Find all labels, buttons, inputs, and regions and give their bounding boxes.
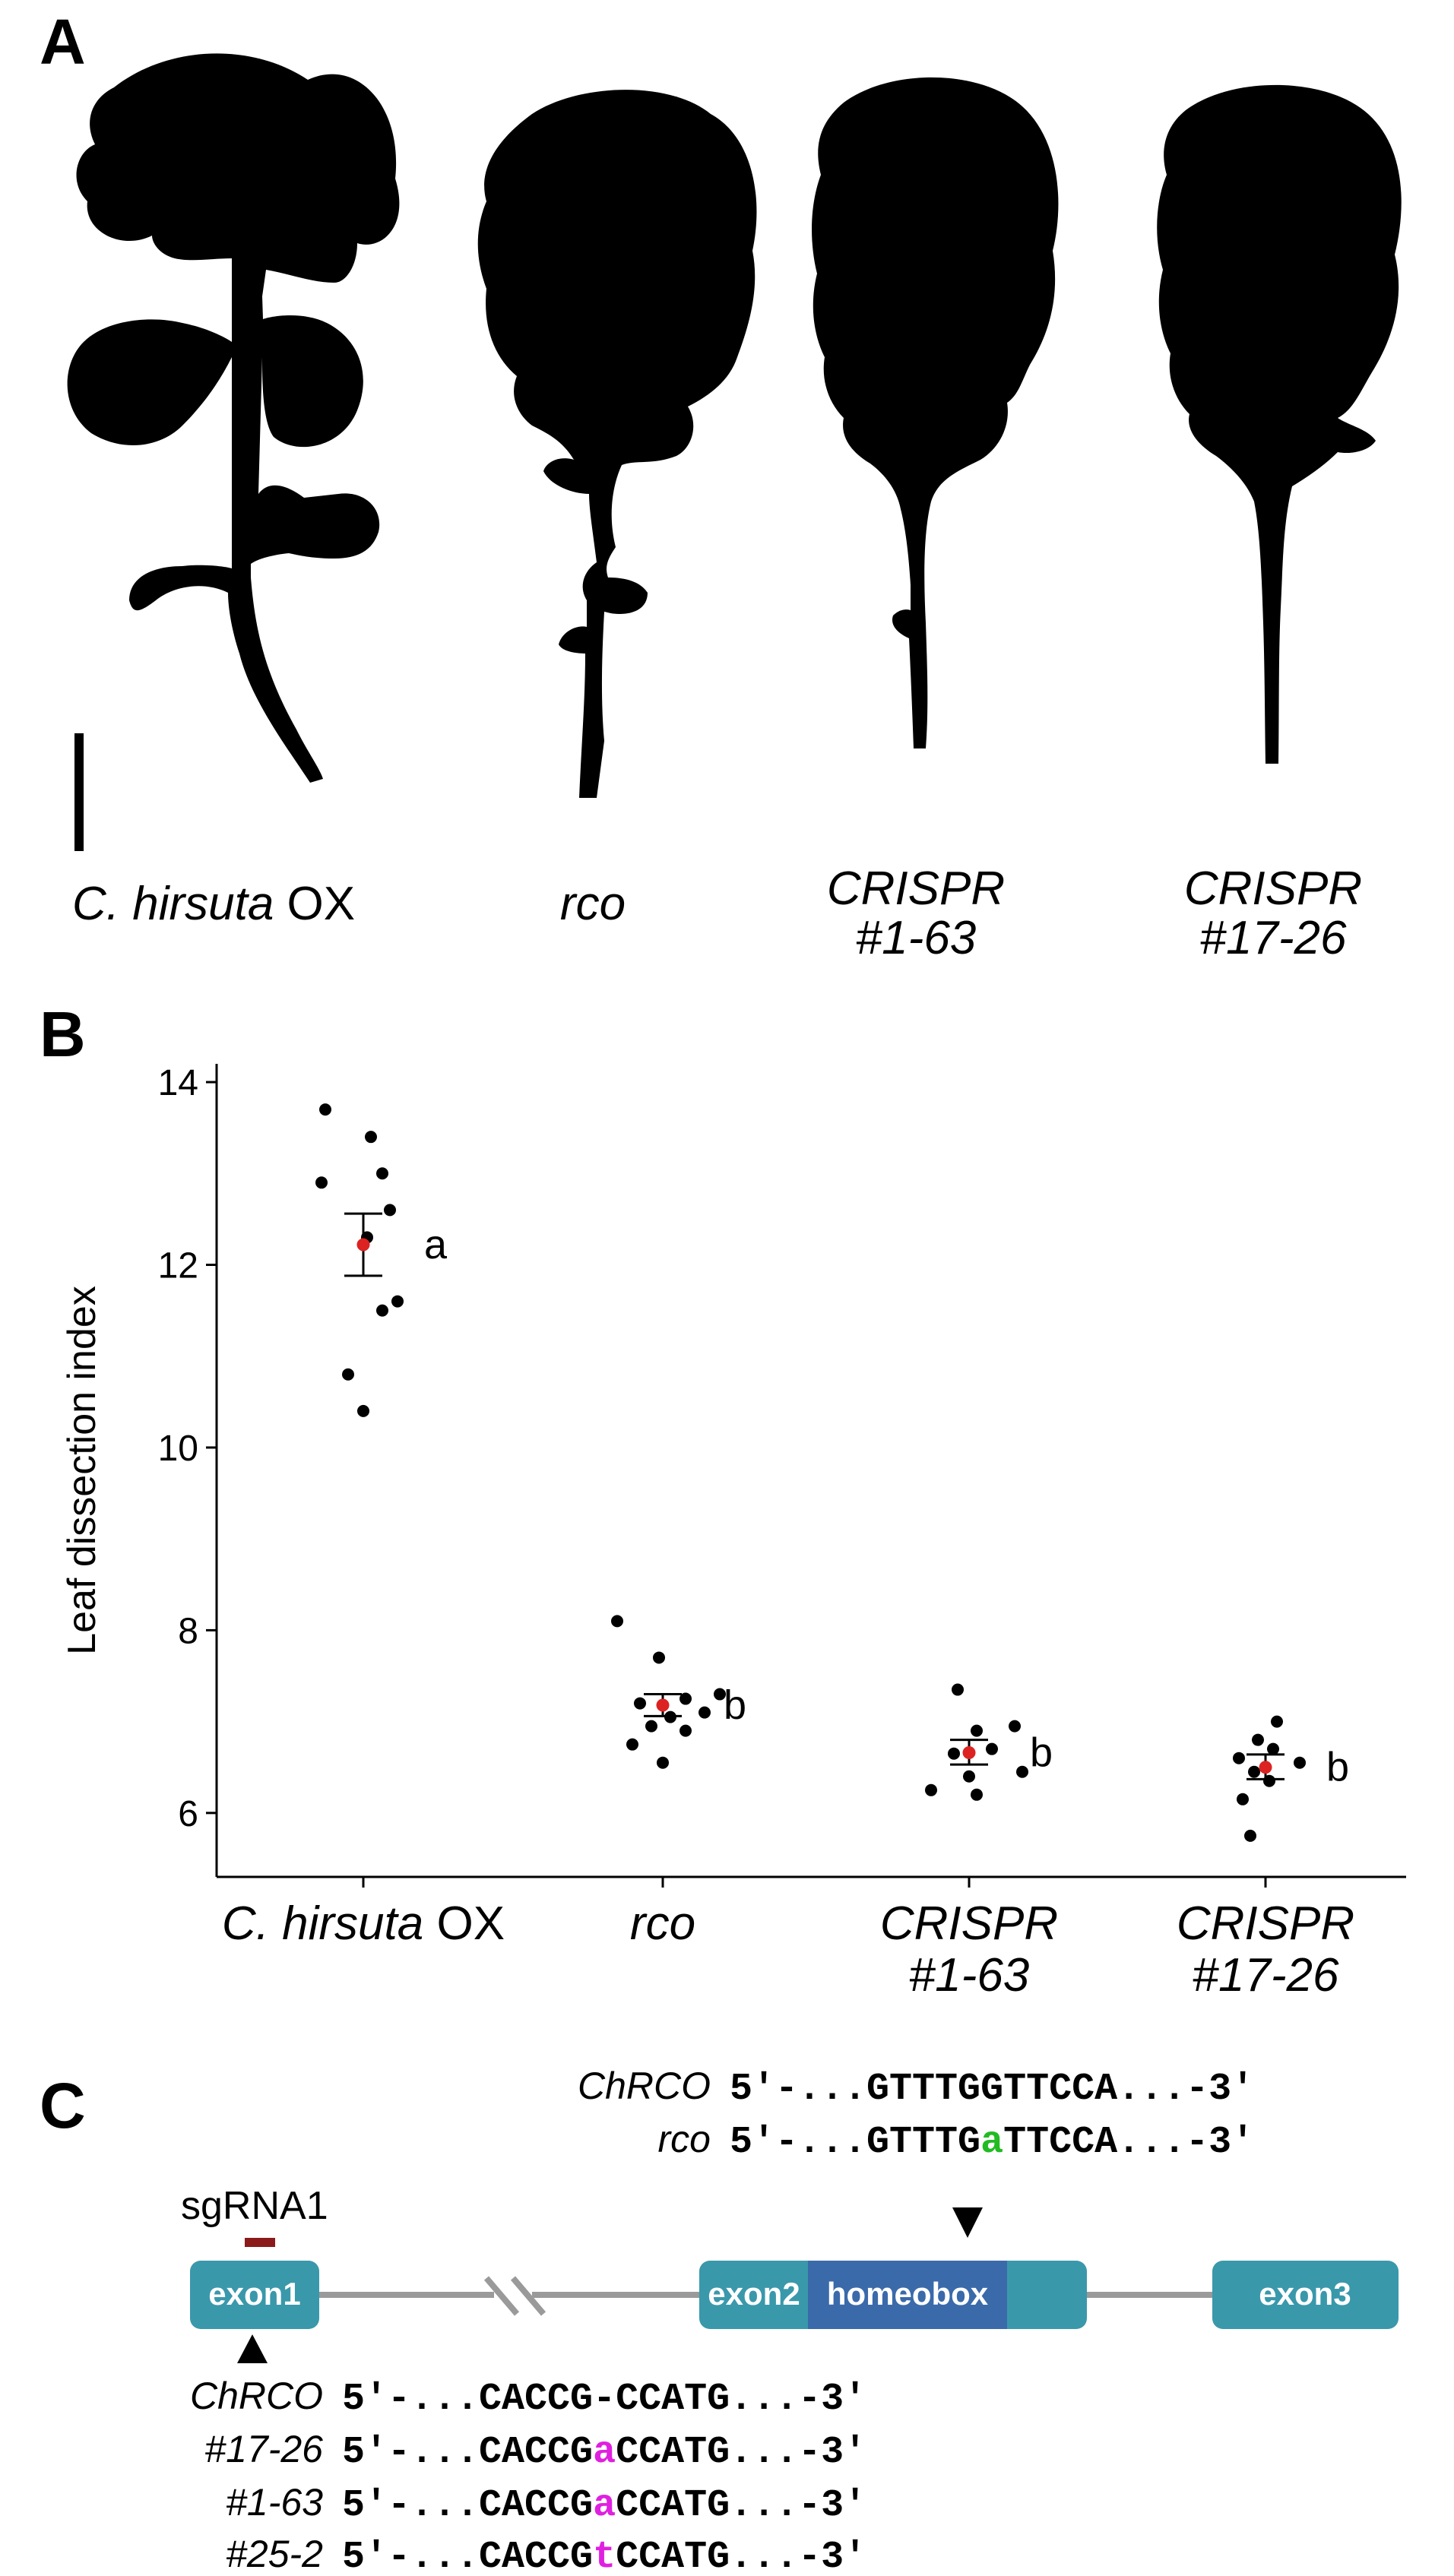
significance-letter: a [424, 1222, 448, 1267]
homeobox-label: homeobox [827, 2276, 989, 2312]
data-point [963, 1770, 975, 1783]
significance-letter: b [1326, 1745, 1349, 1790]
data-point [365, 1131, 377, 1144]
leaf-dissection-chart: 6 8 10 12 14 Leaf dissection index C. hirsuta … [60, 1063, 1406, 2002]
exon1-box [190, 2261, 319, 2329]
data-point [952, 1683, 964, 1696]
seq-17-26: 5'-...CACCGaCCATG...-3' [342, 2431, 866, 2474]
y-tick-label: 14 [158, 1063, 198, 1103]
seq-name-1-63: #1-63 [226, 2481, 323, 2524]
x-tick-label-line2: #1-63 [909, 1949, 1030, 2002]
break-mark-left [483, 2276, 520, 2316]
specimen-label-crispr-1-63: CRISPR [827, 862, 1005, 915]
data-point [679, 1724, 692, 1737]
data-point [1244, 1829, 1256, 1842]
sgrna-marker [245, 2238, 275, 2247]
data-point [357, 1404, 369, 1417]
specimen-label-crispr-1-63-line2: #1-63 [856, 912, 977, 964]
top-sequences: ChRCO 5'-...GTTTGGTTCCA...-3' rco 5'-...… [578, 2065, 1254, 2164]
seq-chrco-top: 5'-...GTTTGGTTCCA...-3' [730, 2068, 1254, 2111]
data-point [611, 1615, 623, 1628]
exon1-label: exon1 [208, 2276, 300, 2312]
panel-b-label: B [40, 998, 86, 1070]
data-point [653, 1651, 665, 1664]
mean-point [962, 1745, 976, 1759]
y-axis-title: Leaf dissection index [60, 1286, 104, 1655]
data-point [971, 1724, 983, 1737]
data-point [376, 1304, 388, 1317]
y-tick-label: 10 [158, 1429, 198, 1469]
mean-point [356, 1238, 370, 1252]
seq-1-63: 5'-...CACCGaCCATG...-3' [342, 2484, 866, 2527]
data-point [1016, 1765, 1028, 1778]
rco-mutation-arrow [952, 2207, 983, 2238]
mean-point [1259, 1761, 1272, 1774]
homeobox-box [808, 2261, 1007, 2329]
seq-chrco-bottom: 5'-...CACCG-CCATG...-3' [342, 2378, 866, 2421]
data-point [1233, 1752, 1245, 1764]
leaf-silhouette-ox [67, 53, 400, 783]
seq-name-chrco-top: ChRCO [578, 2065, 711, 2107]
data-point [657, 1756, 669, 1769]
y-tick-label: 12 [158, 1245, 198, 1286]
data-point [1267, 1742, 1279, 1755]
leaf-silhouette-crispr-1-63 [812, 77, 1059, 748]
data-point [679, 1692, 692, 1705]
gene-diagram: sgRNA1 exon1 exon2 homeobox exon3 [181, 2184, 1399, 2363]
data-point [391, 1295, 404, 1308]
seq-rco: 5'-...GTTTGaTTCCA...-3' [730, 2121, 1254, 2164]
specimen-label-crispr-17-26-line2: #17-26 [1199, 912, 1347, 964]
data-point [319, 1103, 331, 1116]
break-mark-right [510, 2276, 546, 2316]
exon3-box [1212, 2261, 1399, 2329]
data-point [315, 1176, 328, 1189]
x-tick-label: C. hirsuta OX [222, 1897, 505, 1950]
data-point [376, 1167, 388, 1180]
data-point [1252, 1733, 1264, 1746]
data-point [1009, 1720, 1021, 1733]
data-point [1248, 1765, 1260, 1778]
panel-c-label: C [40, 2070, 86, 2141]
leaf-silhouette-rco [477, 90, 757, 798]
specimen-label-rco: rco [560, 878, 626, 930]
exon2-label: exon2 [708, 2276, 800, 2312]
data-point [925, 1783, 937, 1796]
seq-25-2: 5'-...CACCGtCCATG...-3' [342, 2536, 866, 2576]
data-point [1271, 1715, 1283, 1728]
data-point [714, 1688, 726, 1701]
seq-name-25-2: #25-2 [226, 2533, 323, 2575]
data-point [971, 1788, 983, 1801]
x-tick-label-line2: #17-26 [1192, 1949, 1339, 2002]
x-tick-label: CRISPR [1177, 1897, 1354, 1950]
data-point [626, 1738, 638, 1751]
exon3-label: exon3 [1259, 2276, 1351, 2312]
leaf-silhouette-crispr-17-26 [1157, 84, 1402, 764]
significance-letter: b [724, 1682, 746, 1728]
x-tick-label: CRISPR [880, 1897, 1058, 1950]
data-point [634, 1697, 646, 1710]
data-point [1237, 1793, 1249, 1805]
specimen-label-crispr-17-26: CRISPR [1184, 862, 1362, 915]
crispr-site-arrow [237, 2334, 268, 2363]
specimen-label-ox: C. hirsuta OX [72, 878, 355, 930]
data-point [1294, 1756, 1306, 1769]
significance-letter: b [1030, 1729, 1053, 1775]
data-point [986, 1742, 998, 1755]
mean-point [656, 1698, 670, 1712]
data-point [948, 1747, 960, 1760]
x-tick-label: rco [630, 1897, 695, 1950]
seq-name-chrco-bottom: ChRCO [190, 2375, 323, 2417]
data-point [342, 1368, 354, 1381]
seq-name-rco: rco [658, 2118, 711, 2160]
data-point [384, 1204, 396, 1217]
sgrna-label: sgRNA1 [181, 2184, 328, 2228]
y-tick-label: 8 [178, 1611, 198, 1651]
data-point [698, 1706, 711, 1719]
seq-name-17-26: #17-26 [204, 2428, 323, 2470]
panel-a-label: A [40, 6, 86, 78]
y-tick-label: 6 [178, 1794, 198, 1834]
bottom-sequences: ChRCO 5'-...CACCG-CCATG...-3' #17-26 5'-… [190, 2375, 866, 2576]
data-point [645, 1720, 657, 1733]
